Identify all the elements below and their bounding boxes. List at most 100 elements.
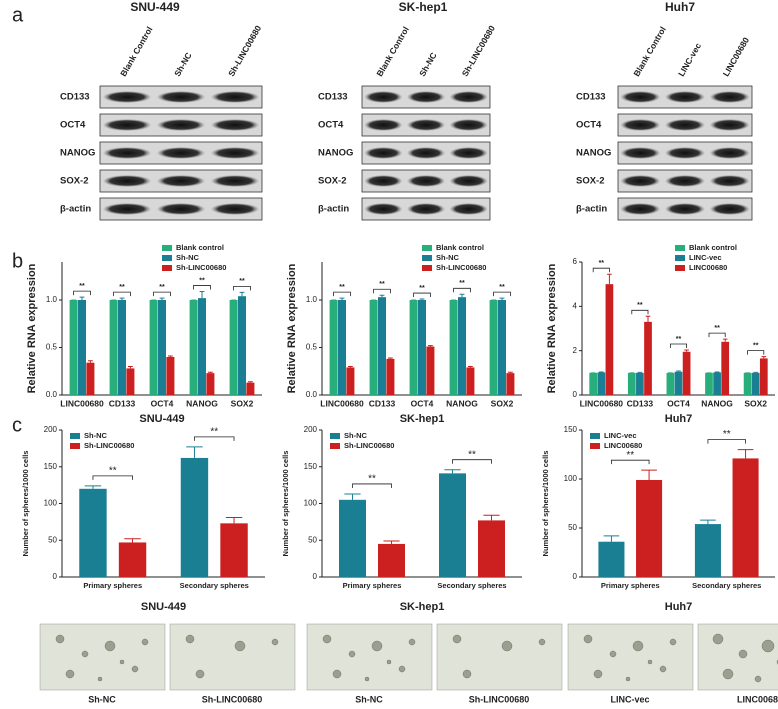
error-bar (199, 290, 205, 299)
sphere (754, 675, 762, 683)
legend-label: LINC00680 (689, 263, 727, 272)
blot-band (709, 91, 750, 103)
bar (466, 367, 475, 395)
x-tick-label: NANOG (701, 398, 733, 408)
bar (79, 488, 107, 577)
bar (378, 297, 386, 395)
y-tick-label: 50 (48, 535, 57, 544)
significance-label: ** (79, 283, 85, 290)
bar (118, 542, 147, 577)
significance-label: ** (199, 277, 205, 284)
bar (597, 372, 606, 395)
bar (439, 473, 466, 577)
lane-label: Sh-NC (172, 51, 194, 79)
blot-band (664, 91, 706, 103)
bar (598, 541, 625, 577)
legend-swatch (675, 245, 685, 251)
sphere (398, 665, 406, 673)
significance-bracket (352, 483, 392, 488)
significance-label: ** (159, 284, 165, 291)
significance-label: ** (676, 336, 682, 343)
blot-band (709, 147, 750, 159)
y-axis-label: Number of spheres/1000 cells (281, 451, 290, 557)
error-bar (737, 449, 754, 459)
bar (109, 300, 118, 395)
significance-label: ** (368, 474, 376, 485)
blot-band (156, 175, 206, 187)
legend-label: Sh-LINC00680 (436, 263, 486, 272)
legend-label: LINC-vec (604, 431, 637, 440)
significance-label: ** (753, 342, 759, 349)
y-axis-label: Number of spheres/1000 cells (541, 451, 550, 557)
blot-band (449, 119, 488, 131)
y-axis-label: Number of spheres/1000 cells (21, 451, 30, 557)
error-bar (348, 366, 353, 368)
x-tick-label: Secondary spheres (437, 581, 506, 590)
error-bar (168, 355, 173, 357)
chart-title: SK-hep1 (400, 413, 445, 425)
y-axis-label: Relative RNA expression (286, 263, 298, 393)
panel-label: a (12, 4, 24, 26)
legend-swatch (675, 265, 685, 271)
blot-band (449, 175, 488, 187)
blot-band (210, 119, 260, 131)
significance-label: ** (119, 284, 125, 291)
image-caption: LINC-vec (610, 694, 649, 704)
error-bar (722, 338, 728, 342)
bar (636, 372, 644, 395)
legend-label: Sh-NC (344, 431, 367, 440)
bar (339, 499, 366, 577)
lane-label: Sh-LINC00680 (460, 23, 497, 78)
significance-label: ** (714, 325, 720, 332)
legend-label: Sh-LINC00680 (176, 263, 226, 272)
bar (198, 298, 206, 395)
y-tick-label: 0.0 (306, 390, 318, 399)
significance-bracket (193, 285, 211, 290)
y-tick-label: 4 (573, 301, 578, 310)
bar (338, 300, 346, 395)
sphere (131, 665, 139, 673)
bar (378, 543, 405, 577)
bar (329, 300, 338, 395)
sphere (669, 638, 677, 646)
chart-title: Huh7 (665, 601, 693, 613)
x-tick-label: Primary spheres (601, 581, 660, 590)
sphere (271, 638, 279, 646)
blot-band (210, 147, 260, 159)
bar (418, 300, 426, 395)
y-tick-label: 0.5 (46, 343, 58, 352)
sphere (348, 650, 356, 658)
error-bar (128, 366, 133, 369)
legend-label: Sh-NC (436, 253, 459, 262)
significance-bracket (452, 459, 492, 464)
significance-bracket (592, 267, 610, 273)
significance-bracket (631, 309, 649, 315)
sphere (609, 650, 617, 658)
significance-bracket (373, 288, 391, 294)
y-tick-label: 0 (573, 572, 578, 581)
significance-bracket (747, 350, 765, 355)
error-bar (444, 469, 461, 474)
bar (220, 523, 248, 577)
significance-bracket (669, 343, 688, 349)
blot-band (620, 203, 661, 215)
blot-title: Huh7 (665, 0, 695, 14)
x-tick-label: CD133 (627, 398, 654, 408)
sphere (185, 634, 195, 644)
bar (158, 300, 166, 395)
significance-label: ** (468, 449, 476, 460)
sphere (65, 669, 75, 679)
bar (238, 296, 246, 395)
sphere (593, 669, 603, 679)
blot-band (406, 175, 446, 187)
blot-band (664, 175, 706, 187)
significance-bracket (453, 287, 471, 293)
significance-bracket (611, 459, 650, 465)
bar (166, 357, 175, 395)
blot-band (156, 147, 206, 159)
bar (78, 300, 86, 395)
error-bar (468, 366, 473, 368)
sphere (538, 638, 546, 646)
error-bar (84, 485, 102, 489)
bar (449, 300, 458, 395)
